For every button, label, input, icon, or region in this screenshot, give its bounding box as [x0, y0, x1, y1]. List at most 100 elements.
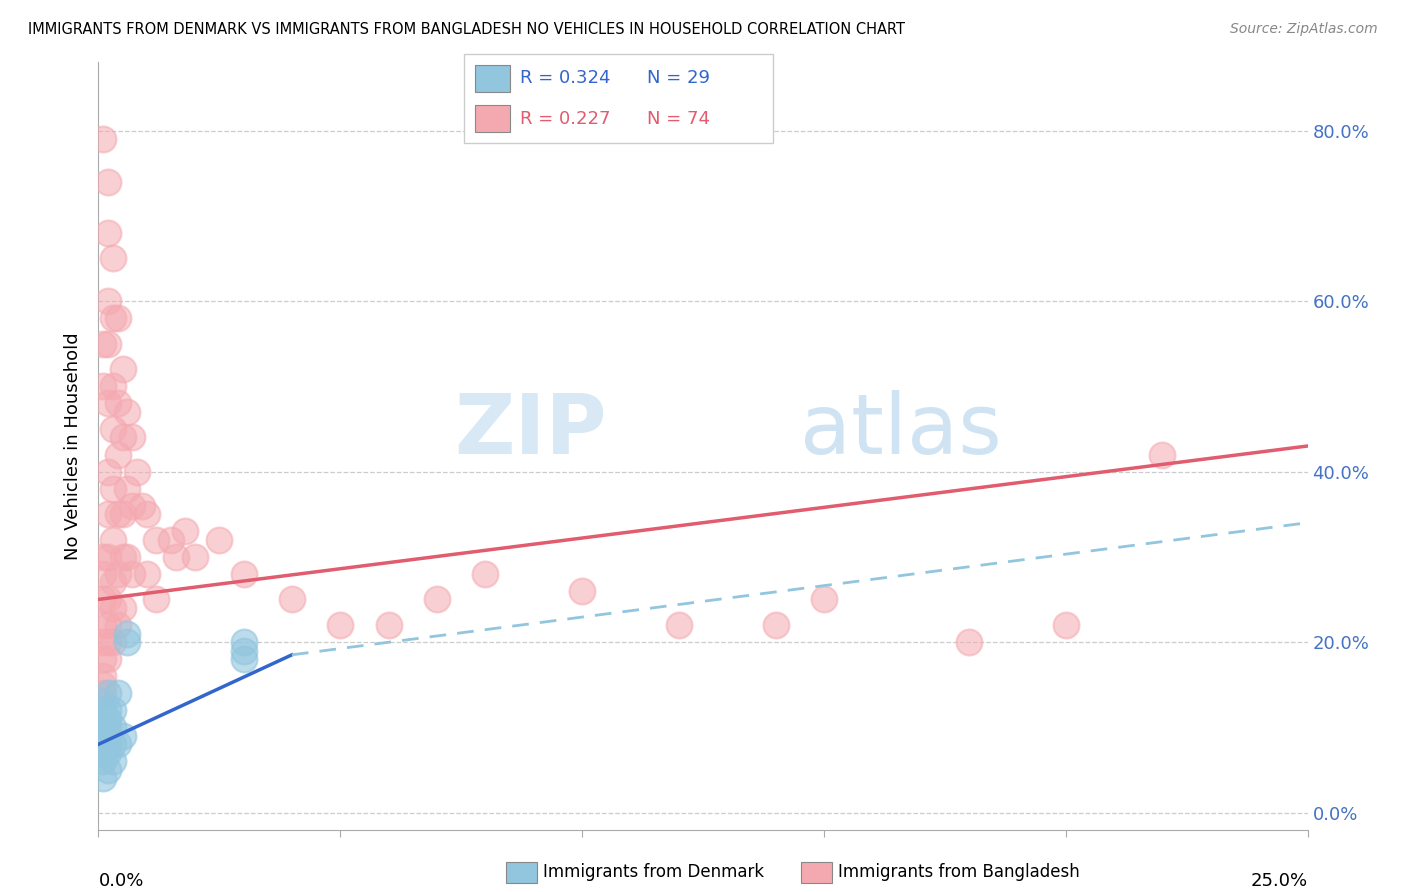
Point	[107, 507, 129, 521]
Text: R = 0.324: R = 0.324	[520, 69, 610, 87]
Point	[957, 635, 980, 649]
Point	[232, 652, 254, 666]
Point	[107, 566, 129, 581]
Text: N = 74: N = 74	[647, 110, 710, 128]
Point	[232, 566, 254, 581]
Point	[97, 618, 120, 632]
Point	[111, 507, 134, 521]
Point	[101, 311, 124, 326]
Point	[117, 626, 139, 640]
Point	[107, 686, 129, 700]
Point	[97, 746, 120, 760]
Point	[97, 635, 120, 649]
Point	[101, 422, 124, 436]
Point	[97, 175, 120, 189]
Point	[111, 362, 134, 376]
Point	[127, 465, 149, 479]
Point	[91, 336, 114, 351]
Point	[208, 533, 231, 547]
Point	[668, 618, 690, 632]
Point	[174, 524, 197, 539]
Point	[101, 737, 124, 751]
Point	[765, 618, 787, 632]
Point	[1054, 618, 1077, 632]
Text: Immigrants from Denmark: Immigrants from Denmark	[543, 863, 763, 881]
Text: ZIP: ZIP	[454, 390, 606, 471]
Point	[101, 635, 124, 649]
Point	[97, 336, 120, 351]
Point	[111, 430, 134, 444]
Text: atlas: atlas	[800, 390, 1001, 471]
Point	[97, 720, 120, 734]
Point	[91, 566, 114, 581]
Point	[101, 533, 124, 547]
Point	[91, 746, 114, 760]
Point	[117, 405, 139, 419]
Point	[377, 618, 399, 632]
Point	[101, 575, 124, 590]
Point	[91, 695, 114, 709]
Point	[91, 703, 114, 717]
Point	[97, 712, 120, 726]
Point	[107, 396, 129, 410]
Point	[145, 592, 167, 607]
Point	[474, 566, 496, 581]
Point	[232, 635, 254, 649]
Point	[329, 618, 352, 632]
Point	[91, 635, 114, 649]
Point	[97, 507, 120, 521]
Point	[97, 703, 120, 717]
Point	[91, 669, 114, 683]
Point	[1152, 448, 1174, 462]
Point	[107, 618, 129, 632]
Point	[101, 601, 124, 615]
Point	[91, 729, 114, 743]
Point	[135, 507, 157, 521]
Point	[281, 592, 304, 607]
Point	[91, 549, 114, 564]
Point	[165, 549, 187, 564]
Point	[97, 686, 120, 700]
Point	[160, 533, 183, 547]
Point	[91, 132, 114, 146]
Point	[426, 592, 449, 607]
Text: R = 0.227: R = 0.227	[520, 110, 610, 128]
Point	[121, 566, 143, 581]
Point	[91, 686, 114, 700]
Point	[91, 712, 114, 726]
Point	[97, 763, 120, 777]
Point	[117, 635, 139, 649]
Point	[117, 549, 139, 564]
Point	[97, 465, 120, 479]
Text: Source: ZipAtlas.com: Source: ZipAtlas.com	[1230, 22, 1378, 37]
Point	[97, 729, 120, 743]
Point	[91, 772, 114, 786]
Text: N = 29: N = 29	[647, 69, 710, 87]
Point	[97, 737, 120, 751]
Point	[91, 618, 114, 632]
Point	[121, 499, 143, 513]
Text: 0.0%: 0.0%	[98, 872, 143, 890]
Point	[111, 549, 134, 564]
Point	[101, 482, 124, 496]
Y-axis label: No Vehicles in Household: No Vehicles in Household	[65, 332, 83, 560]
Point	[97, 549, 120, 564]
Point	[101, 755, 124, 769]
Point	[184, 549, 207, 564]
Point	[117, 482, 139, 496]
Text: 25.0%: 25.0%	[1250, 872, 1308, 890]
Point	[97, 226, 120, 240]
Text: Immigrants from Bangladesh: Immigrants from Bangladesh	[838, 863, 1080, 881]
Point	[97, 396, 120, 410]
Point	[91, 737, 114, 751]
Point	[232, 643, 254, 657]
Text: IMMIGRANTS FROM DENMARK VS IMMIGRANTS FROM BANGLADESH NO VEHICLES IN HOUSEHOLD C: IMMIGRANTS FROM DENMARK VS IMMIGRANTS FR…	[28, 22, 905, 37]
Point	[91, 379, 114, 393]
Point	[111, 601, 134, 615]
Point	[813, 592, 835, 607]
Point	[91, 652, 114, 666]
Point	[121, 430, 143, 444]
Point	[101, 720, 124, 734]
Point	[145, 533, 167, 547]
Point	[91, 720, 114, 734]
